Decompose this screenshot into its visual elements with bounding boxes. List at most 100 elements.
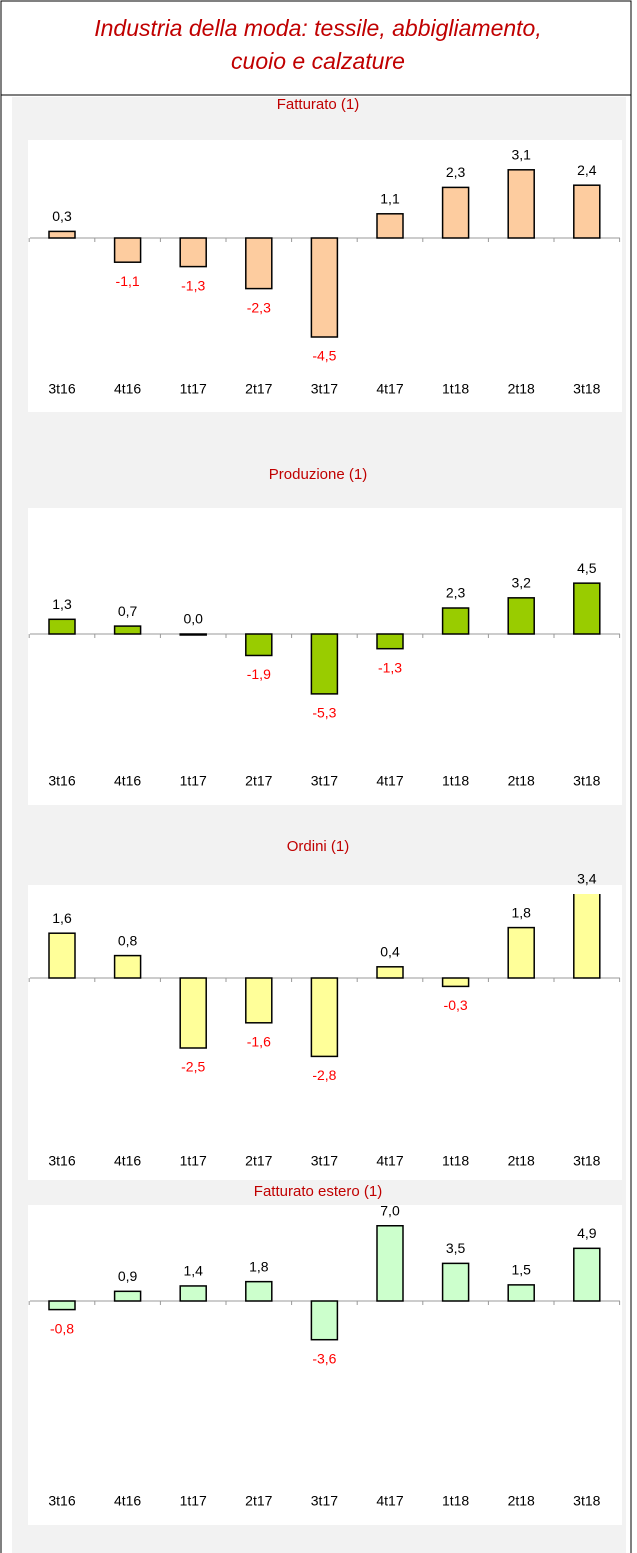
data-label: 4,5 [577,560,597,576]
x-tick-label: 1t18 [442,1153,469,1169]
bar [376,1225,404,1302]
data-label: 0,8 [118,932,138,948]
bar [376,633,404,650]
bar [179,977,207,1049]
data-label: 1,8 [249,1258,269,1274]
page-title: Industria della moda: tessile, abbigliam… [94,15,541,41]
bar [113,625,142,635]
data-label: -4,5 [312,348,336,364]
chart: Fatturato (1) 0,3 3t16 -1,1 4t16 -1,3 1t17 -2,3… [12,96,626,420]
data-label: 0,0 [183,611,203,627]
data-label: 0,7 [118,603,138,619]
x-tick-label: 2t17 [245,773,272,789]
x-tick-label: 4t16 [114,773,141,789]
bar [310,237,339,338]
x-tick-label: 3t18 [573,1493,600,1509]
x-tick-label: 1t18 [442,381,469,397]
bar [507,597,535,635]
bar [245,1280,273,1302]
x-tick-label: 3t17 [311,1493,338,1509]
data-label: -5,3 [312,705,336,721]
data-label: 0,3 [52,208,72,224]
x-tick-label: 3t16 [48,1153,75,1169]
x-tick-label: 3t18 [573,1153,600,1169]
data-label: 1,1 [380,191,400,207]
x-tick-label: 3t16 [48,773,75,789]
x-tick-label: 2t18 [508,381,535,397]
data-label: -2,8 [312,1067,336,1083]
chart: Produzione (1) 1,3 3t16 0,7 4t16 0,0 1t17 -1,9 2… [12,420,626,815]
data-label: -0,3 [444,997,468,1013]
data-label: 3,2 [511,575,531,591]
data-label: 3,5 [446,1240,466,1256]
data-label: -2,5 [181,1059,205,1075]
bar [113,1290,142,1302]
bar [48,1300,76,1311]
bar [441,1262,470,1302]
data-label: -1,9 [247,666,271,682]
chart: Fatturato estero (1) -0,8 3t16 0,9 4t16 1,4 1t… [12,1180,626,1553]
bar [245,633,273,657]
data-label: -1,1 [116,273,140,289]
x-tick-label: 3t17 [311,773,338,789]
x-tick-label: 1t18 [442,773,469,789]
x-tick-label: 1t17 [180,1493,207,1509]
data-label: 0,9 [118,1268,138,1284]
bar [310,633,339,695]
bar [245,237,273,290]
x-tick-label: 4t16 [114,1493,141,1509]
x-tick-label: 3t17 [311,1153,338,1169]
bar [507,1284,535,1302]
data-label: -1,3 [378,659,402,675]
plot-area [28,1205,622,1525]
data-label: 1,8 [511,904,531,920]
x-tick-label: 3t17 [311,381,338,397]
bar [179,1285,207,1302]
x-tick-label: 4t17 [376,773,403,789]
bar [441,977,470,988]
bar [113,954,142,979]
data-label: 2,3 [446,164,466,180]
x-tick-label: 2t18 [508,1153,535,1169]
bar [573,1247,601,1302]
x-tick-label: 1t17 [180,773,207,789]
x-tick-label: 4t17 [376,1493,403,1509]
x-tick-label: 3t16 [48,381,75,397]
bar [573,894,601,979]
x-tick-label: 2t17 [245,381,272,397]
header-box [0,0,632,96]
bar [179,633,207,636]
bar [113,237,142,263]
x-tick-label: 2t17 [245,1493,272,1509]
bar [376,966,404,979]
data-label: 2,4 [577,162,597,178]
data-label: 1,6 [52,910,72,926]
chart-title: Ordini (1) [287,838,350,855]
page-title: cuoio e calzature [231,48,405,74]
data-label: 4,9 [577,1225,597,1241]
data-label: 1,5 [511,1262,531,1278]
x-tick-label: 4t16 [114,381,141,397]
data-label: -1,3 [181,277,205,293]
data-label: -2,3 [247,299,271,315]
x-tick-label: 2t18 [508,1493,535,1509]
data-label: -1,6 [247,1034,271,1050]
data-label: 3,1 [511,147,531,163]
chart-title: Fatturato estero (1) [254,1183,382,1200]
bar [48,618,76,635]
x-tick-label: 4t16 [114,1153,141,1169]
data-label: 2,3 [446,585,466,601]
x-tick-label: 1t17 [180,1153,207,1169]
x-tick-label: 3t18 [573,381,600,397]
x-tick-label: 1t18 [442,1493,469,1509]
x-tick-label: 3t16 [48,1493,75,1509]
data-label: 1,3 [52,596,72,612]
bar [310,1300,339,1341]
bar [310,977,339,1058]
data-label: 1,4 [183,1263,203,1279]
bar [573,582,601,635]
bar [376,213,404,239]
data-label: -3,6 [312,1350,336,1366]
bar [441,607,470,635]
